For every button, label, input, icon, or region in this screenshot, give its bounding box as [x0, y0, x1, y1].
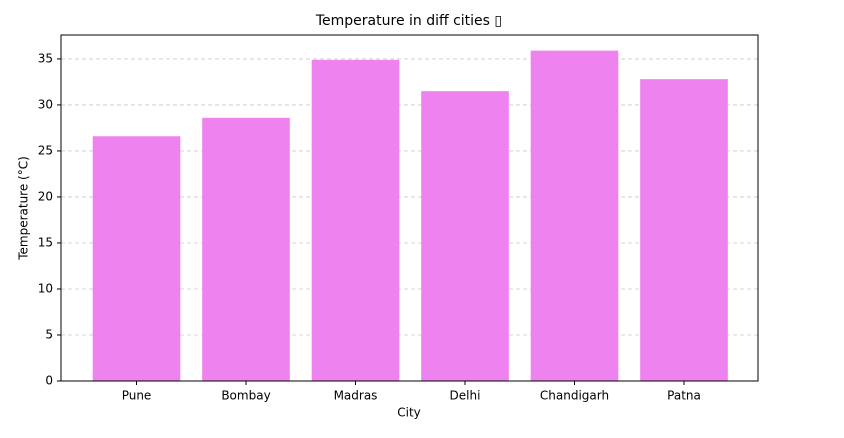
- x-tick-label: Madras: [334, 389, 378, 403]
- x-tick-label: Patna: [667, 389, 701, 403]
- y-tick-label: 15: [38, 235, 53, 249]
- y-tick-label: 30: [38, 97, 53, 111]
- y-tick-label: 35: [38, 51, 53, 65]
- x-tick-label: Bombay: [221, 389, 270, 403]
- plot-frame: [60, 34, 759, 382]
- bar: [421, 91, 509, 381]
- y-tick-label: 20: [38, 189, 53, 203]
- x-axis-label: City: [397, 406, 421, 420]
- chart-title: Temperature in diff cities ▯: [315, 13, 502, 29]
- bar: [311, 59, 400, 382]
- y-tick-label: 5: [45, 327, 53, 341]
- y-axis-label: Temperature (°C): [17, 156, 31, 261]
- y-tick-label: 25: [38, 143, 53, 157]
- x-tick-label: Delhi: [450, 389, 481, 403]
- bar: [202, 117, 290, 381]
- y-tick-label: 10: [38, 281, 53, 295]
- x-tick-label: Pune: [122, 389, 152, 403]
- x-tick-label: Chandigarh: [540, 389, 609, 403]
- bar: [92, 136, 181, 381]
- bar: [640, 79, 728, 381]
- bar: [530, 50, 619, 381]
- y-tick-label: 0: [45, 374, 53, 388]
